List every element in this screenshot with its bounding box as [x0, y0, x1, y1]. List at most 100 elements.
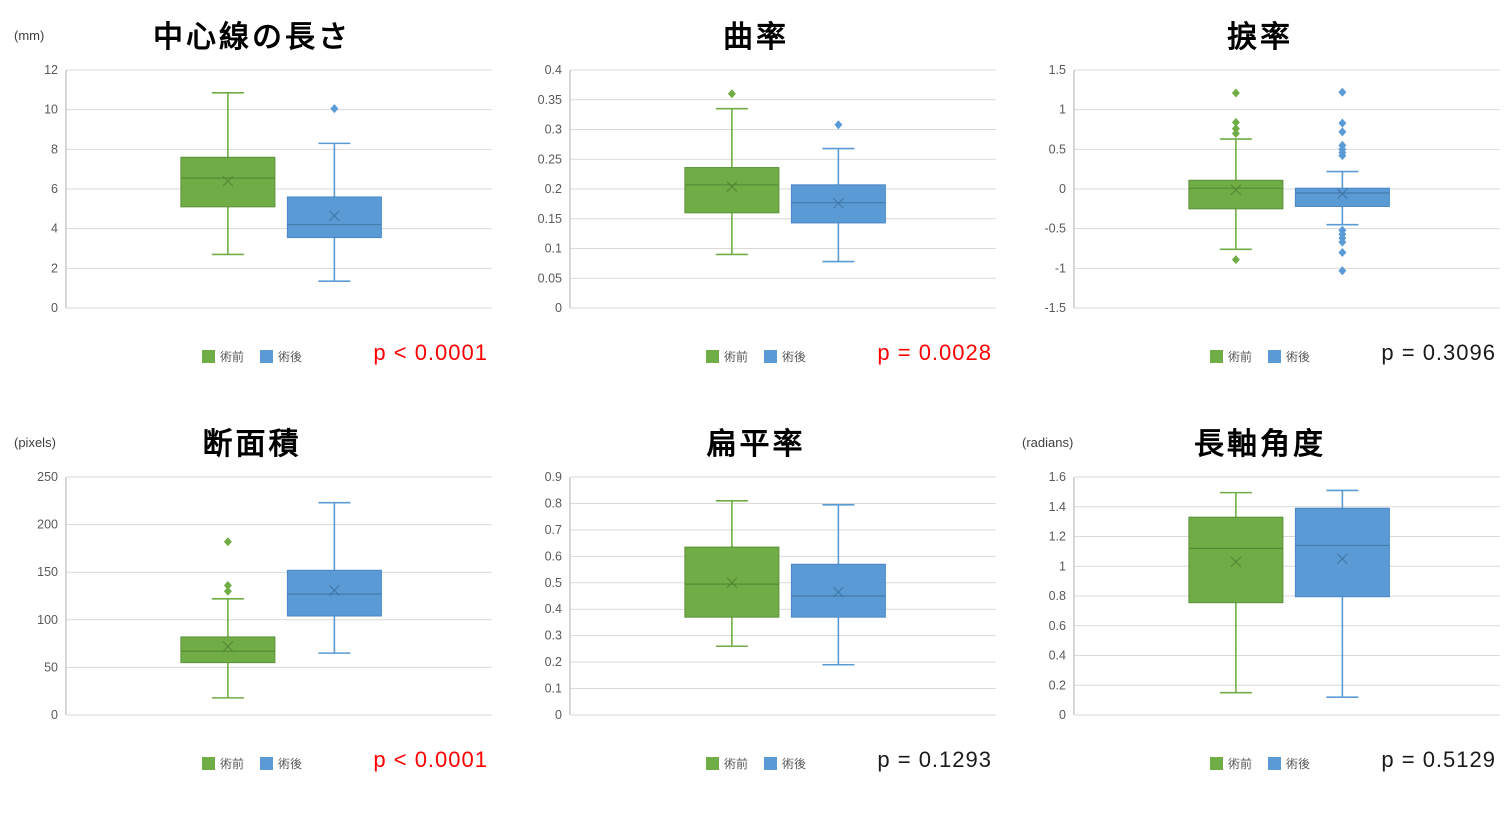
chart-header: 曲率 — [504, 0, 1008, 54]
legend-item-postop: 術後 — [260, 348, 302, 365]
iqr-box — [180, 636, 276, 664]
chart-title: 捩率 — [1227, 21, 1293, 54]
y-tick-label: -1 — [1055, 261, 1066, 275]
outlier-point — [834, 120, 843, 130]
preop-swatch-icon — [705, 350, 719, 363]
boxplot-svg: 0 50 100 150 200 250 — [37, 470, 492, 722]
y-tick-label: 8 — [51, 142, 58, 156]
preop-box-group — [180, 92, 276, 256]
outlier-point — [223, 581, 232, 591]
legend-label-preop: 術前 — [219, 757, 244, 771]
y-tick-label: 0.3 — [545, 629, 562, 643]
preop-box-group — [1188, 491, 1284, 694]
preop-box-group — [1188, 88, 1284, 265]
y-tick-label: 0.35 — [538, 93, 562, 107]
y-tick-label: 0.4 — [545, 63, 562, 77]
y-tick-label: 0.4 — [545, 602, 562, 616]
y-tick-label: 0.2 — [545, 182, 562, 196]
legend-item-postop: 術後 — [764, 755, 806, 772]
y-tick-label: 0 — [1059, 182, 1066, 196]
y-tick-label: 1.5 — [1049, 63, 1066, 77]
outlier-point — [1231, 88, 1240, 98]
legend-label-postop: 術後 — [1286, 350, 1311, 364]
iqr-box — [1188, 516, 1284, 604]
gridlines — [66, 69, 492, 309]
preop-box-group — [684, 499, 780, 648]
y-tick-label: 1 — [1059, 559, 1066, 573]
y-tick-label: 0.5 — [1049, 142, 1066, 156]
y-tick-label: 1 — [1059, 103, 1066, 117]
outlier-point — [1338, 118, 1347, 128]
preop-box-group — [180, 537, 276, 699]
legend-label-preop: 術前 — [723, 350, 748, 364]
outlier-point — [1338, 151, 1347, 161]
boxplot-svg: 0 0.2 0.4 0.6 0.8 1 1.2 1.4 1.6 — [1049, 470, 1500, 722]
y-axis-tick-labels: -1.5 -1 -0.5 0 0.5 1 1.5 — [1044, 63, 1066, 315]
outlier-point — [1338, 247, 1347, 257]
y-axis-tick-labels: 0 50 100 150 200 250 — [37, 470, 58, 722]
chart-title: 長軸角度 — [1194, 428, 1326, 461]
legend: 術前 術後 — [0, 348, 504, 365]
gridlines — [570, 69, 996, 309]
p-value-label: p = 0.3096 — [1381, 340, 1496, 365]
y-tick-label: 0.2 — [1049, 678, 1066, 692]
gridlines — [1074, 476, 1500, 716]
y-tick-label: 0.05 — [538, 271, 562, 285]
postop-swatch-icon — [764, 350, 777, 363]
chart-footer: 術前 術後 p = 0.1293 — [504, 741, 1008, 825]
postop-box-group — [286, 104, 382, 283]
outlier-point — [223, 537, 232, 547]
outlier-point — [1338, 87, 1347, 97]
boxplot-svg: 0 0.05 0.1 0.15 0.2 0.25 0.3 0.35 0.4 — [538, 63, 996, 315]
gridlines — [66, 476, 492, 716]
legend-label-postop: 術後 — [278, 757, 303, 771]
legend-label-preop: 術前 — [219, 350, 244, 364]
outlier-point — [1338, 266, 1347, 276]
chart-header: 扁平率 — [504, 407, 1008, 461]
outlier-point — [1231, 128, 1240, 138]
y-tick-label: 6 — [51, 182, 58, 196]
legend-item-preop: 術前 — [705, 755, 748, 772]
y-tick-label: 0.4 — [1049, 649, 1066, 663]
iqr-box — [286, 569, 382, 617]
legend-item-postop: 術後 — [260, 755, 302, 772]
y-tick-label: 0.6 — [545, 549, 562, 563]
y-tick-label: 0.9 — [545, 470, 562, 484]
chart-title: 曲率 — [723, 21, 789, 54]
y-tick-label: 0 — [51, 708, 58, 722]
y-tick-label: -0.5 — [1044, 222, 1066, 236]
chart-title: 扁平率 — [706, 428, 806, 461]
chart-panel: 扁平率 0 0.1 0.2 0.3 0.4 0.5 0.6 0.7 0.8 0.9 術前 術後 p… — [504, 407, 1008, 815]
y-tick-label: 0.3 — [545, 123, 562, 137]
postop-swatch-icon — [1268, 350, 1281, 363]
outlier-point — [1231, 255, 1240, 265]
iqr-box — [286, 196, 382, 239]
y-tick-label: 0.8 — [1049, 589, 1066, 603]
legend-item-preop: 術前 — [1209, 348, 1252, 365]
legend-label-postop: 術後 — [782, 757, 807, 771]
chart-title: 断面積 — [202, 428, 302, 461]
y-tick-label: 0 — [51, 301, 58, 315]
chart-header: (pixels) 断面積 — [0, 407, 504, 461]
boxplot-svg: 0 2 4 6 8 10 12 — [44, 63, 492, 315]
y-tick-label: 100 — [37, 613, 58, 627]
chart-title: 中心線の長さ — [153, 21, 351, 54]
postop-box-group — [790, 120, 886, 263]
chart-panel: (pixels) 断面積 0 50 100 150 200 250 術前 術後 p < 0… — [0, 407, 504, 815]
y-tick-label: 4 — [51, 222, 58, 236]
postop-swatch-icon — [260, 350, 273, 363]
chart-footer: 術前 術後 p = 0.5129 — [1008, 741, 1512, 825]
p-value-label: p < 0.0001 — [373, 747, 488, 772]
postop-swatch-icon — [1268, 757, 1281, 770]
y-tick-label: 10 — [44, 103, 58, 117]
gridlines — [570, 476, 996, 716]
legend-label-preop: 術前 — [1227, 350, 1252, 364]
chart-footer: 術前 術後 p < 0.0001 — [0, 741, 504, 825]
boxplot-svg: -1.5 -1 -0.5 0 0.5 1 1.5 — [1044, 63, 1500, 315]
legend: 術前 術後 — [0, 755, 504, 772]
iqr-box — [1294, 507, 1390, 598]
preop-swatch-icon — [705, 757, 719, 770]
p-value-label: p = 0.5129 — [1381, 747, 1496, 772]
legend-item-postop: 術後 — [764, 348, 806, 365]
